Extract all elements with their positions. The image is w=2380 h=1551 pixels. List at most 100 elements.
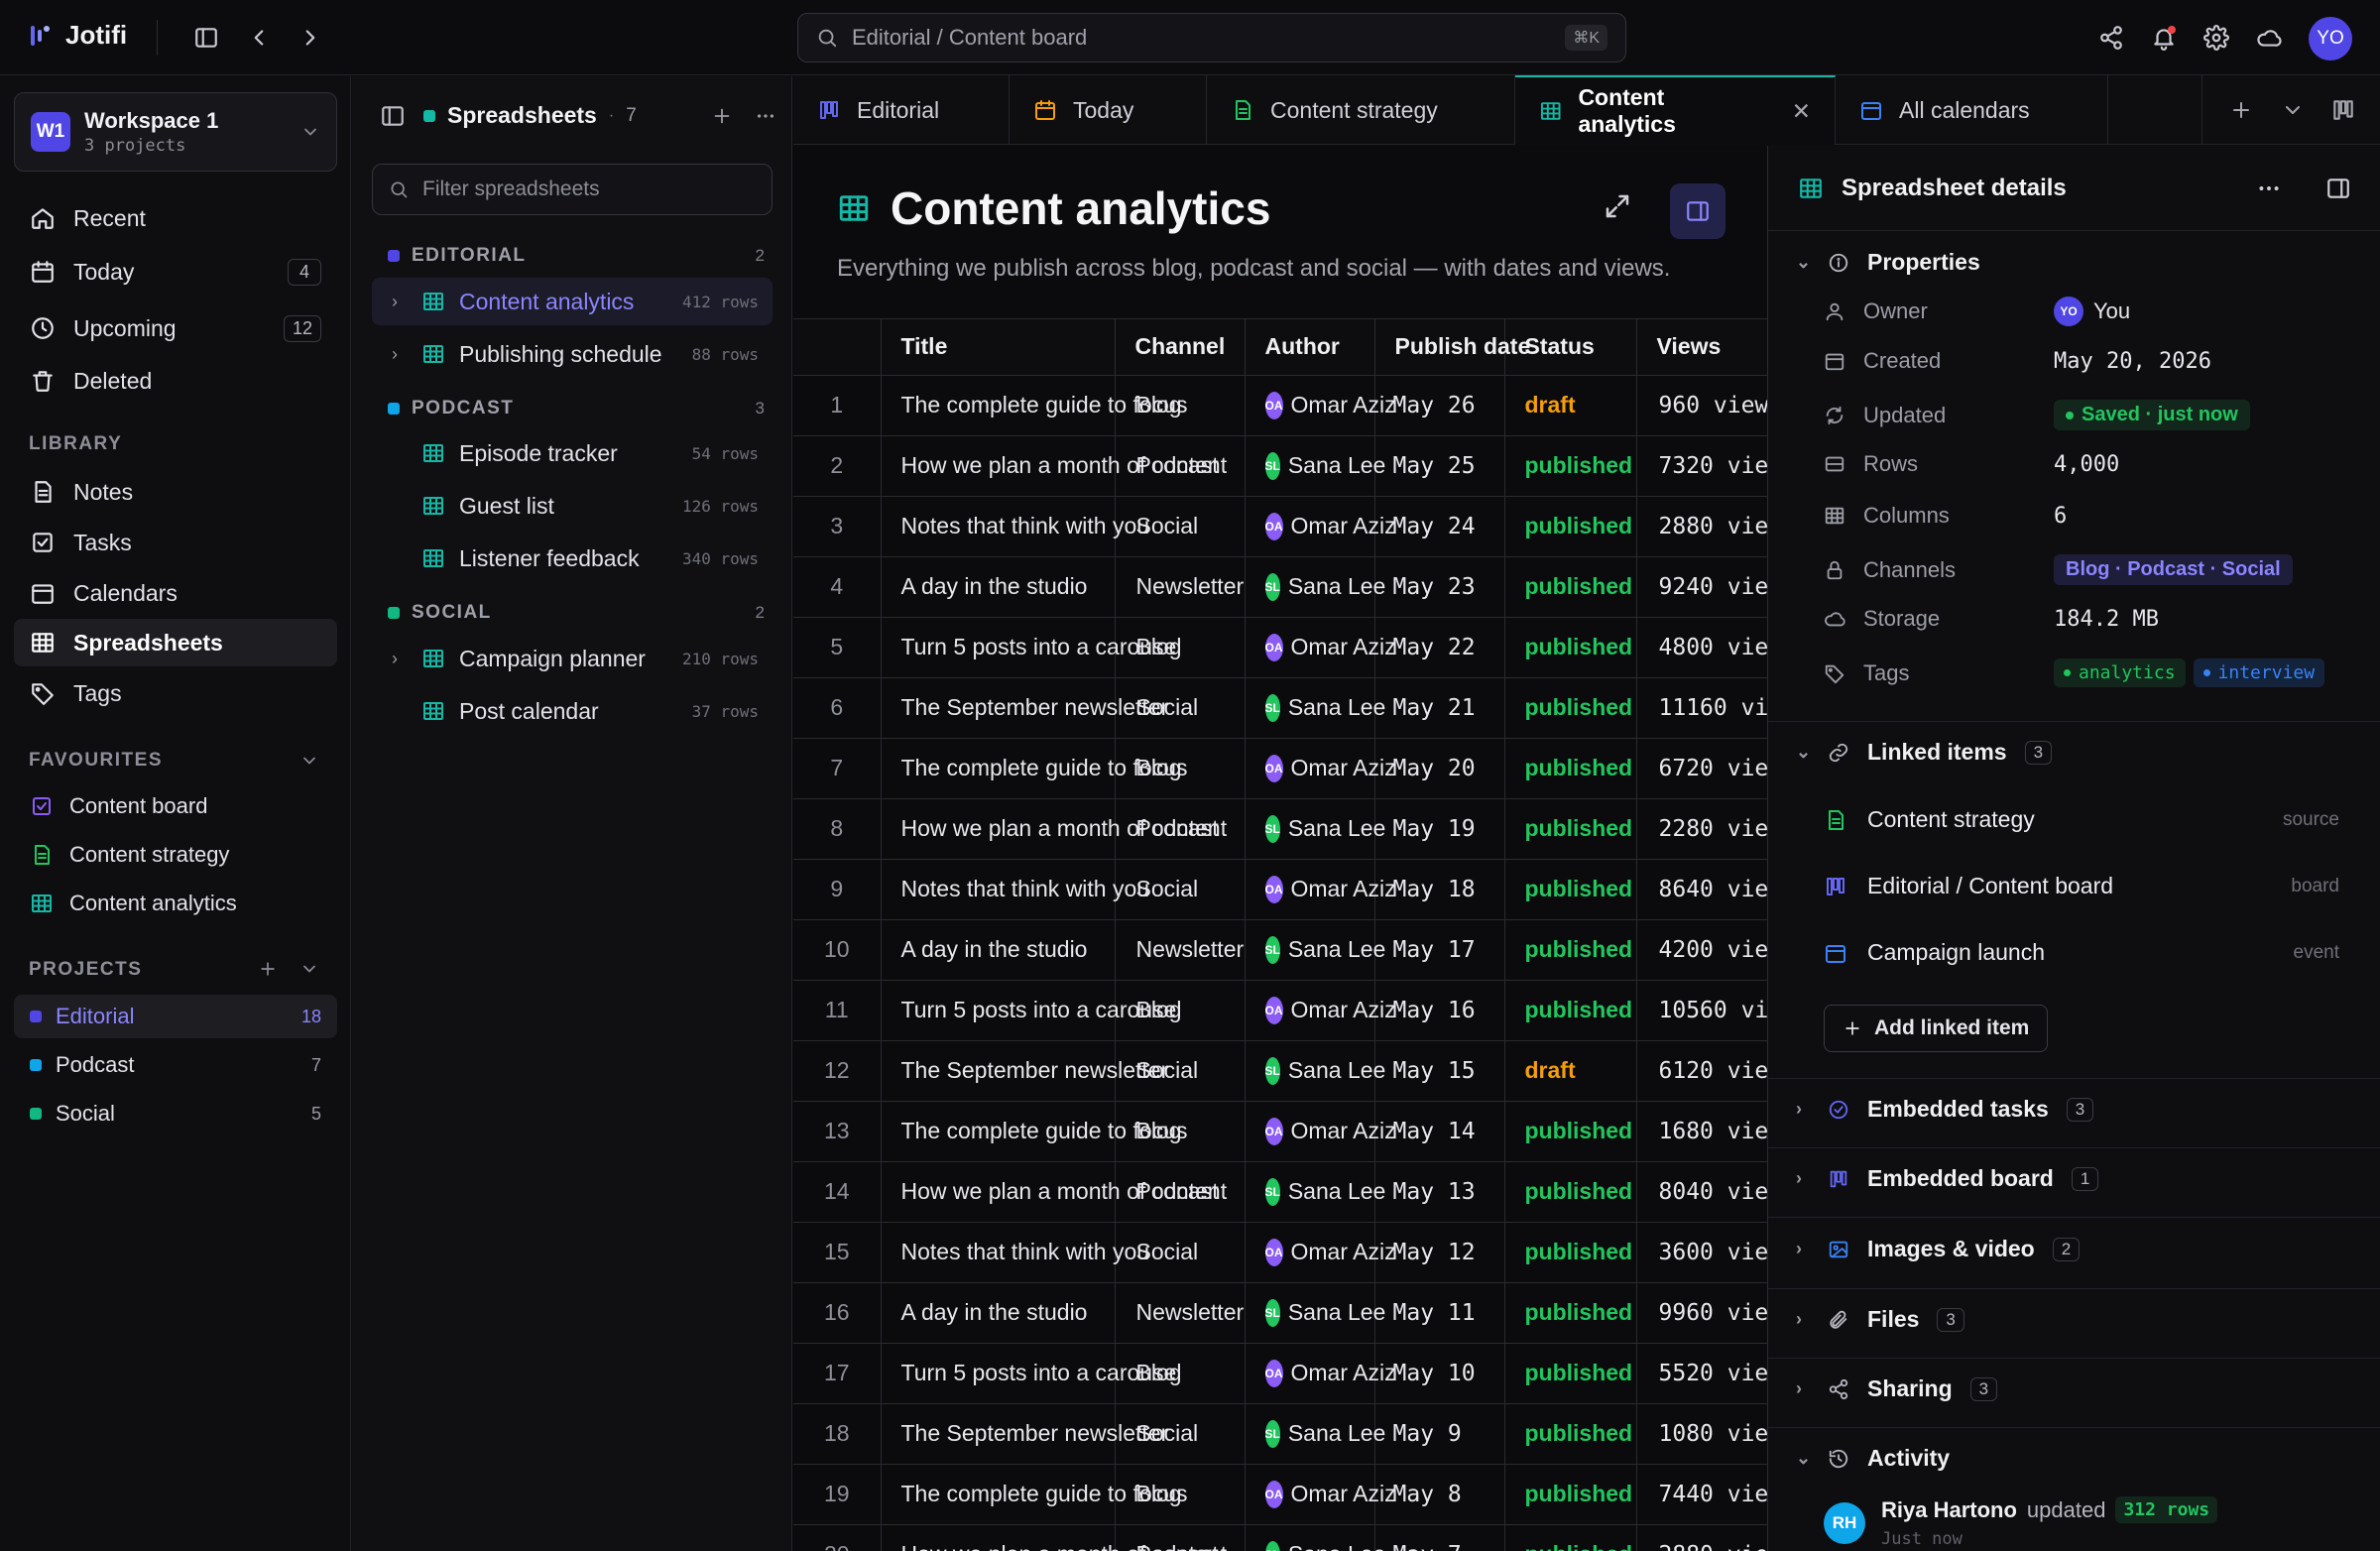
cell-author[interactable]: SL Sana Lee	[1245, 1040, 1385, 1102]
cell-views[interactable]: 8640 views	[1636, 859, 1767, 920]
cell-status[interactable]: published	[1504, 859, 1637, 920]
nav-upcoming[interactable]: Upcoming 12	[14, 304, 337, 352]
cell-author[interactable]: SL Sana Lee	[1245, 1161, 1385, 1223]
board-icon[interactable]	[2330, 97, 2356, 123]
cell-views[interactable]: 7320 views	[1636, 435, 1767, 497]
spreadsheet-item[interactable]: Listener feedback 340 rows	[372, 535, 773, 582]
cell-channel[interactable]: Social	[1115, 677, 1246, 739]
table-row[interactable]: 17 Turn 5 posts into a carousel Blog OA Omar…	[793, 1343, 1767, 1404]
table-row[interactable]: 20How we plan a month of contentPodcastS…	[793, 1524, 1767, 1551]
cell-views[interactable]: 9960 views	[1636, 1282, 1767, 1344]
brand[interactable]: Jotifi	[26, 20, 127, 51]
spreadsheet-item[interactable]: › Campaign planner 210 rows	[372, 635, 773, 682]
tag-chip[interactable]: interview	[2193, 658, 2325, 687]
cell-status[interactable]: published	[1504, 1282, 1637, 1344]
close-icon[interactable]: ✕	[1791, 97, 1811, 124]
table-row[interactable]: 9 Notes that think with you Social OA Omar A…	[793, 859, 1767, 920]
cell-status[interactable]: published	[1504, 1524, 1637, 1551]
back-button[interactable]	[238, 17, 280, 59]
spreadsheet-item[interactable]: › Content analytics 412 rows	[372, 278, 773, 325]
cell-publish-date[interactable]: May 19	[1374, 798, 1505, 860]
table-row[interactable]: 7 The complete guide to focus Blog OA Omar A…	[793, 738, 1767, 799]
cell-title[interactable]: The September newsletter	[881, 677, 1168, 739]
tag-chip[interactable]: analytics	[2054, 658, 2186, 687]
cell-status[interactable]: published	[1504, 1161, 1637, 1223]
spreadsheet-item[interactable]: Episode tracker 54 rows	[372, 429, 773, 477]
activity-section-toggle[interactable]: ⌄ Activity	[1796, 1445, 1950, 1472]
cell-publish-date[interactable]: May 21	[1374, 677, 1505, 739]
plus-icon[interactable]	[711, 105, 733, 127]
cell-status[interactable]: published	[1504, 1343, 1637, 1404]
cell-title[interactable]: Notes that think with you	[881, 1222, 1149, 1283]
more-icon[interactable]	[755, 105, 776, 127]
column-header[interactable]: Publish date	[1374, 319, 1530, 376]
cell-author[interactable]: OA Omar Aziz	[1245, 1222, 1396, 1283]
cell-views[interactable]: 2280 views	[1636, 798, 1767, 860]
tab-all-calendars[interactable]: All calendars	[1836, 75, 2108, 145]
cell-channel[interactable]: Social	[1115, 1040, 1246, 1102]
cell-channel[interactable]: Social	[1115, 859, 1246, 920]
cell-author[interactable]: OA Omar Aziz	[1245, 980, 1396, 1041]
table-row[interactable]: 8 How we plan a month of content Podcast SL…	[793, 798, 1767, 860]
cell-channel[interactable]: Blog	[1115, 617, 1246, 678]
project-item[interactable]: Podcast 7	[14, 1043, 337, 1087]
favourite-item[interactable]: Content strategy	[14, 833, 337, 877]
cell-author[interactable]: SL Sana Lee	[1245, 1282, 1385, 1344]
cell-title[interactable]: The complete guide to focus	[881, 1464, 1187, 1525]
toggle-sidebar-button[interactable]	[185, 17, 227, 59]
favourite-item[interactable]: Content analytics	[14, 882, 337, 925]
cell-author[interactable]: OA Omar Aziz	[1245, 1343, 1396, 1404]
tab-editorial[interactable]: Editorial	[793, 75, 1010, 145]
cell-author[interactable]: SL Sana Lee	[1245, 1403, 1385, 1465]
cell-author[interactable]: OA Omar Aziz	[1245, 738, 1396, 799]
table-row[interactable]: 5 Turn 5 posts into a carousel Blog OA Omar …	[793, 617, 1767, 678]
cell-views[interactable]: 1080 views	[1636, 1403, 1767, 1465]
sync-button[interactable]	[2248, 17, 2290, 59]
cell-publish-date[interactable]: May 9	[1374, 1403, 1505, 1465]
cell-status[interactable]: published	[1504, 1222, 1637, 1283]
cell-author[interactable]: OA Omar Aziz	[1245, 859, 1396, 920]
cell-title[interactable]: Turn 5 posts into a carousel	[881, 1343, 1181, 1404]
column-header[interactable]: Title	[881, 319, 1116, 376]
cell-title[interactable]: A day in the studio	[881, 1282, 1116, 1344]
cell-publish-date[interactable]: May 24	[1374, 496, 1505, 557]
cell-status[interactable]: published	[1504, 556, 1637, 618]
embedded-board-section-toggle[interactable]: › Embedded board 1	[1796, 1165, 2099, 1192]
cell-author[interactable]: SL Sana Lee	[1245, 798, 1385, 860]
cell-author[interactable]: OA Omar Aziz	[1245, 1464, 1396, 1525]
cell-views[interactable]: 3600 views	[1636, 1222, 1767, 1283]
tab-content-analytics[interactable]: Content analytics ✕	[1515, 75, 1836, 145]
table-row[interactable]: 2 How we plan a month of content Podcast SL…	[793, 435, 1767, 497]
cell-views[interactable]: 960 views	[1636, 375, 1767, 436]
cell-status[interactable]: published	[1504, 677, 1637, 739]
embedded-tasks-section-toggle[interactable]: › Embedded tasks 3	[1796, 1096, 2094, 1123]
cell-title[interactable]: Turn 5 posts into a carousel	[881, 617, 1181, 678]
cell-author[interactable]: OA Omar Aziz	[1245, 617, 1396, 678]
cell-publish-date[interactable]: May 17	[1374, 919, 1505, 981]
cell-title[interactable]: The September newsletter	[881, 1403, 1168, 1465]
cell-title[interactable]: How we plan a month of content	[881, 435, 1227, 497]
cell-status[interactable]: published	[1504, 919, 1637, 981]
column-header[interactable]: Channel	[1115, 319, 1246, 376]
chevron-down-icon[interactable]	[299, 959, 319, 979]
cell-publish-date[interactable]: May 26	[1374, 375, 1505, 436]
cell-title[interactable]: The complete guide to focus	[881, 375, 1187, 436]
chevron-down-icon[interactable]	[2281, 98, 2305, 122]
toggle-details-button[interactable]	[1670, 183, 1726, 239]
cell-title[interactable]: The complete guide to focus	[881, 738, 1187, 799]
cell-views[interactable]: 5520 views	[1636, 1343, 1767, 1404]
chevron-down-icon[interactable]	[299, 751, 319, 771]
cell-views[interactable]: 10560 views	[1636, 980, 1767, 1041]
user-avatar[interactable]: YO	[2309, 17, 2352, 60]
cell-title[interactable]: Notes that think with you	[881, 496, 1149, 557]
cell-publish-date[interactable]: May 16	[1374, 980, 1505, 1041]
cell-author[interactable]: SL Sana Lee	[1245, 1524, 1385, 1551]
cell-publish-date[interactable]: May 15	[1374, 1040, 1505, 1102]
chevron-right-icon[interactable]: ›	[392, 343, 398, 364]
cell-title[interactable]: Notes that think with you	[881, 859, 1149, 920]
cell-views[interactable]: 2880 views	[1636, 496, 1767, 557]
filter-input[interactable]: Filter spreadsheets	[372, 164, 773, 215]
cell-views[interactable]: 9240 views	[1636, 556, 1767, 618]
settings-button[interactable]	[2196, 17, 2237, 59]
tab-content-strategy[interactable]: Content strategy	[1207, 75, 1515, 145]
